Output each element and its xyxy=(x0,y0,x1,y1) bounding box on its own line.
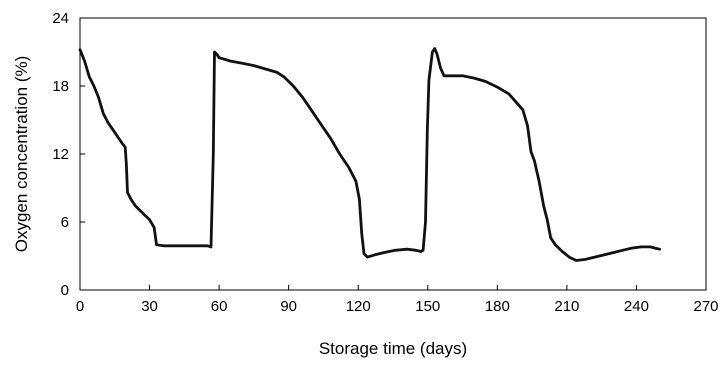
y-tick-label: 18 xyxy=(52,78,69,95)
x-tick-label: 120 xyxy=(346,298,371,315)
x-tick-label: 180 xyxy=(485,298,510,315)
y-tick-label: 12 xyxy=(52,146,69,163)
x-tick-label: 0 xyxy=(76,298,84,315)
x-tick-label: 210 xyxy=(554,298,579,315)
series-line xyxy=(78,47,661,262)
y-tick-label: 6 xyxy=(61,214,69,231)
y-axis-title: Oxygen concentration (%) xyxy=(12,56,31,253)
x-tick-label: 30 xyxy=(141,298,158,315)
x-tick-label: 240 xyxy=(624,298,649,315)
x-axis-title: Storage time (days) xyxy=(319,339,467,358)
x-tick-label: 270 xyxy=(693,298,718,315)
y-axis: 0 6 12 18 24 xyxy=(52,10,85,299)
x-axis: 0 30 60 90 120 150 180 210 240 270 xyxy=(76,285,718,315)
y-tick-label: 0 xyxy=(61,282,69,299)
plot-area xyxy=(79,17,707,291)
y-tick-label: 24 xyxy=(52,10,69,27)
x-tick-label: 90 xyxy=(280,298,297,315)
x-tick-label: 150 xyxy=(415,298,440,315)
x-tick-label: 60 xyxy=(211,298,228,315)
